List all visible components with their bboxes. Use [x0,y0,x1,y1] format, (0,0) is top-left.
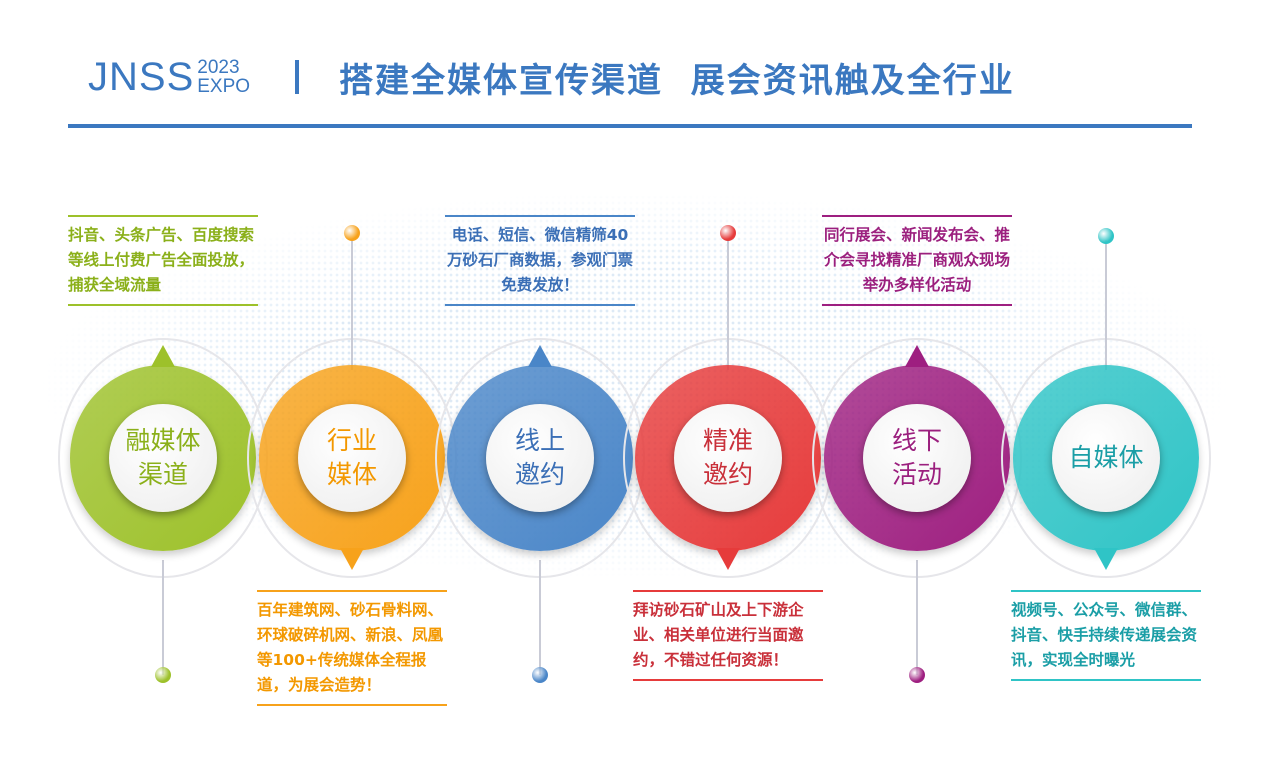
channel-item: 自媒体视频号、公众号、微信群、抖音、快手持续传递展会资讯，实现全时曝光 [1001,0,1211,781]
channel-description: 电话、短信、微信精筛40万砂石厂商数据，参观门票免费发放！ [445,215,635,306]
connector-line [916,560,918,675]
pointer-triangle [905,345,929,367]
pointer-triangle [528,345,552,367]
channel-label: 行业 媒体 [298,404,406,512]
channel-item: 行业 媒体百年建筑网、砂石骨料网、环球破碎机网、新浪、凤凰等100+传统媒体全程… [247,0,457,781]
connector-dot [344,225,360,241]
connector-line [162,560,164,675]
channel-description: 同行展会、新闻发布会、推介会寻找精准厂商观众现场举办多样化活动 [822,215,1012,306]
connector-dot [909,667,925,683]
pointer-triangle [1094,548,1118,570]
logo-sub: 2023 EXPO [197,58,250,96]
channel-item: 线上 邀约 电话、短信、微信精筛40万砂石厂商数据，参观门票免费发放！ [435,0,645,781]
channel-label: 精准 邀约 [674,404,782,512]
page-title: 搭建全媒体宣传渠道 展会资讯触及全行业 [339,60,1015,101]
header-divider [68,124,1192,128]
connector-dot [1098,228,1114,244]
logo-expo: EXPO [197,76,251,97]
channel-item: 线下 活动 同行展会、新闻发布会、推介会寻找精准厂商观众现场举办多样化活动 [812,0,1022,781]
channel-description: 视频号、公众号、微信群、抖音、快手持续传递展会资讯，实现全时曝光 [1011,590,1201,681]
channel-description: 抖音、头条广告、百度搜索等线上付费广告全面投放，捕获全域流量 [68,215,258,306]
channel-label: 融媒体 渠道 [109,404,217,512]
channel-label: 自媒体 [1052,404,1160,512]
logo-year: 2023 [197,57,240,78]
channel-description: 百年建筑网、砂石骨料网、环球破碎机网、新浪、凤凰等100+传统媒体全程报道，为展… [257,590,447,706]
connector-line [1105,240,1107,370]
channel-item: 融媒体 渠道 抖音、头条广告、百度搜索等线上付费广告全面投放，捕获全域流量 [58,0,268,781]
pointer-triangle [151,345,175,367]
connector-line [539,560,541,675]
header: JNSS 2023 EXPO 搭建全媒体宣传渠道 展会资讯触及全行业 [88,52,1015,102]
pointer-triangle [716,548,740,570]
connector-line [351,240,353,370]
connector-dot [720,225,736,241]
pointer-triangle [340,548,364,570]
channel-label: 线上 邀约 [486,404,594,512]
connector-dot [532,667,548,683]
logo-text: JNSS [88,54,195,99]
header-separator [295,60,300,94]
channel-item: 精准 邀约拜访砂石矿山及上下游企业、相关单位进行当面邀约，不错过任何资源！ [623,0,833,781]
connector-line [727,240,729,370]
channel-label: 线下 活动 [863,404,971,512]
connector-dot [155,667,171,683]
channel-description: 拜访砂石矿山及上下游企业、相关单位进行当面邀约，不错过任何资源！ [633,590,823,681]
